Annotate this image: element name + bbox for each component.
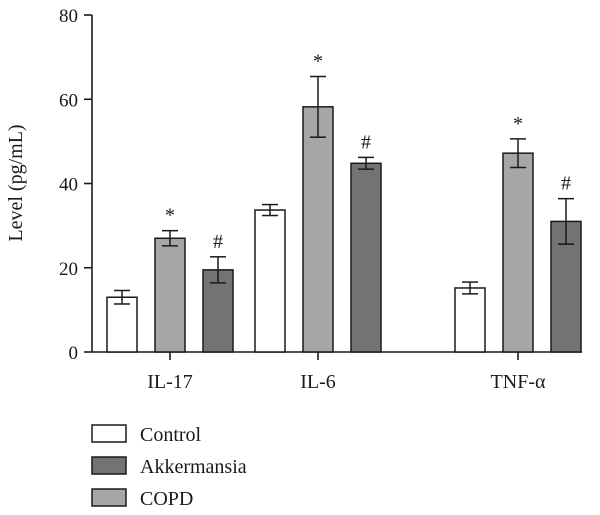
y-axis-title: Level (pg/mL)	[5, 124, 27, 241]
bar-copd-3	[502, 152, 534, 353]
x-tick-label: IL-6	[300, 371, 336, 393]
y-tick-label: 80	[59, 6, 78, 27]
y-tick-label: 20	[59, 259, 78, 280]
bar-control-1	[106, 296, 138, 353]
significance-marker: #	[213, 231, 223, 253]
bar-control-2	[254, 209, 286, 353]
significance-marker: #	[361, 131, 371, 153]
legend-label: Control	[140, 424, 202, 446]
legend-label: Akkermansia	[140, 456, 247, 478]
bars: * # * # * #	[106, 51, 582, 353]
y-tick-label: 40	[59, 175, 78, 196]
bar-copd-1	[154, 237, 186, 353]
legend-swatch	[91, 488, 127, 507]
y-tick-label: 60	[59, 90, 78, 111]
bar-akkermansia-2	[350, 162, 382, 353]
y-tick-label: 0	[69, 343, 79, 364]
x-tick-label: TNF-α	[491, 371, 546, 393]
x-tick-label: IL-17	[147, 371, 193, 393]
legend-label: COPD	[140, 488, 193, 510]
legend: Control Akkermansia COPD	[91, 424, 247, 510]
axes: 0 20 40 60 80 IL-17 IL-6 TNF-α	[59, 6, 582, 393]
bar-copd-2	[302, 106, 334, 353]
significance-marker: #	[561, 173, 571, 195]
bar-control-3	[454, 287, 486, 353]
significance-marker: *	[313, 51, 323, 73]
legend-swatch	[91, 456, 127, 475]
significance-marker: *	[165, 205, 175, 227]
legend-swatch	[91, 424, 127, 443]
significance-marker: *	[513, 113, 523, 135]
